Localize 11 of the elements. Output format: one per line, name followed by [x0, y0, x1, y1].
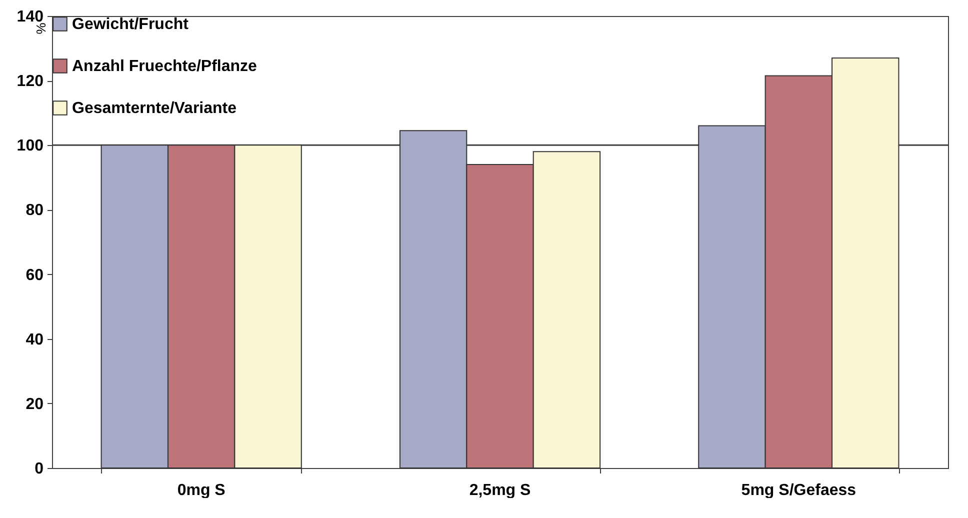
y-tick-label: 80 [26, 202, 44, 220]
y-tick-label: 100 [16, 138, 44, 155]
y-tick-label: 20 [26, 396, 44, 413]
legend-label: Anzahl Fruechte/Pflanze [72, 58, 258, 75]
y-tick-label: 60 [26, 266, 44, 284]
y-tick-label: 0 [34, 460, 44, 478]
y-tick-label: 120 [16, 73, 44, 90]
legend-label: Gesamternte/Variante [72, 100, 237, 117]
y-tick-label: 40 [26, 331, 44, 348]
y-axis-title: % [34, 22, 48, 34]
legend-label: Gewicht/Frucht [72, 16, 190, 33]
